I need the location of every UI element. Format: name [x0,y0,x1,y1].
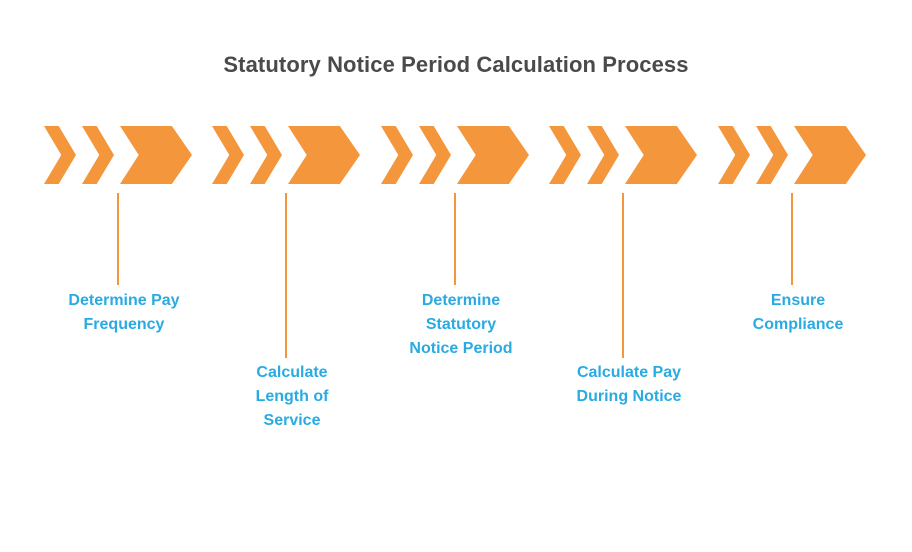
step-label-5: Ensure Compliance [710,289,886,337]
chevron-thin-icon [756,126,788,184]
connector-line-3 [454,193,456,285]
step-label-1: Determine Pay Frequency [36,289,212,337]
chevron-group-3 [381,126,529,184]
process-step-5: Ensure Compliance [718,0,878,552]
connector-line-1 [117,193,119,285]
step-label-line: Calculate Pay [576,364,682,381]
step-label-line: Compliance [752,316,844,333]
chevron-group-4 [549,126,697,184]
step-label-line: Notice Period [409,340,513,357]
chevron-thin-icon [718,126,750,184]
page-title: Statutory Notice Period Calculation Proc… [223,52,689,77]
step-label-line: Determine Pay [68,292,180,309]
chevron-thin-icon [381,126,413,184]
step-label-line: Frequency [83,316,165,333]
step-label-line: Statutory [425,316,497,333]
process-step-2: Calculate Length of Service [212,0,372,552]
process-step-1: Determine Pay Frequency [44,0,204,552]
step-label-line: Determine [421,292,501,309]
chevron-arrow-icon [288,126,360,184]
chevron-group-2 [212,126,360,184]
step-label-4: Calculate Pay During Notice [541,361,717,409]
step-label-line: Calculate [256,364,328,381]
step-label-3: Determine Statutory Notice Period [373,289,549,361]
step-label-line: During Notice [576,388,682,405]
chevron-arrow-icon [457,126,529,184]
chevron-thin-icon [82,126,114,184]
connector-line-2 [285,193,287,358]
chevron-group-5 [718,126,866,184]
connector-line-4 [622,193,624,358]
step-label-line: Service [263,412,321,429]
chevron-thin-icon [549,126,581,184]
connector-line-5 [791,193,793,285]
chevron-thin-icon [419,126,451,184]
process-step-3: Determine Statutory Notice Period [381,0,541,552]
step-label-line: Length of [255,388,329,405]
chevron-thin-icon [250,126,282,184]
step-label-line: Ensure [770,292,826,309]
chevron-thin-icon [587,126,619,184]
process-step-4: Calculate Pay During Notice [549,0,709,552]
chevron-arrow-icon [625,126,697,184]
step-label-2: Calculate Length of Service [204,361,380,433]
chevron-thin-icon [44,126,76,184]
chevron-group-1 [44,126,192,184]
chevron-arrow-icon [120,126,192,184]
chevron-arrow-icon [794,126,866,184]
chevron-thin-icon [212,126,244,184]
